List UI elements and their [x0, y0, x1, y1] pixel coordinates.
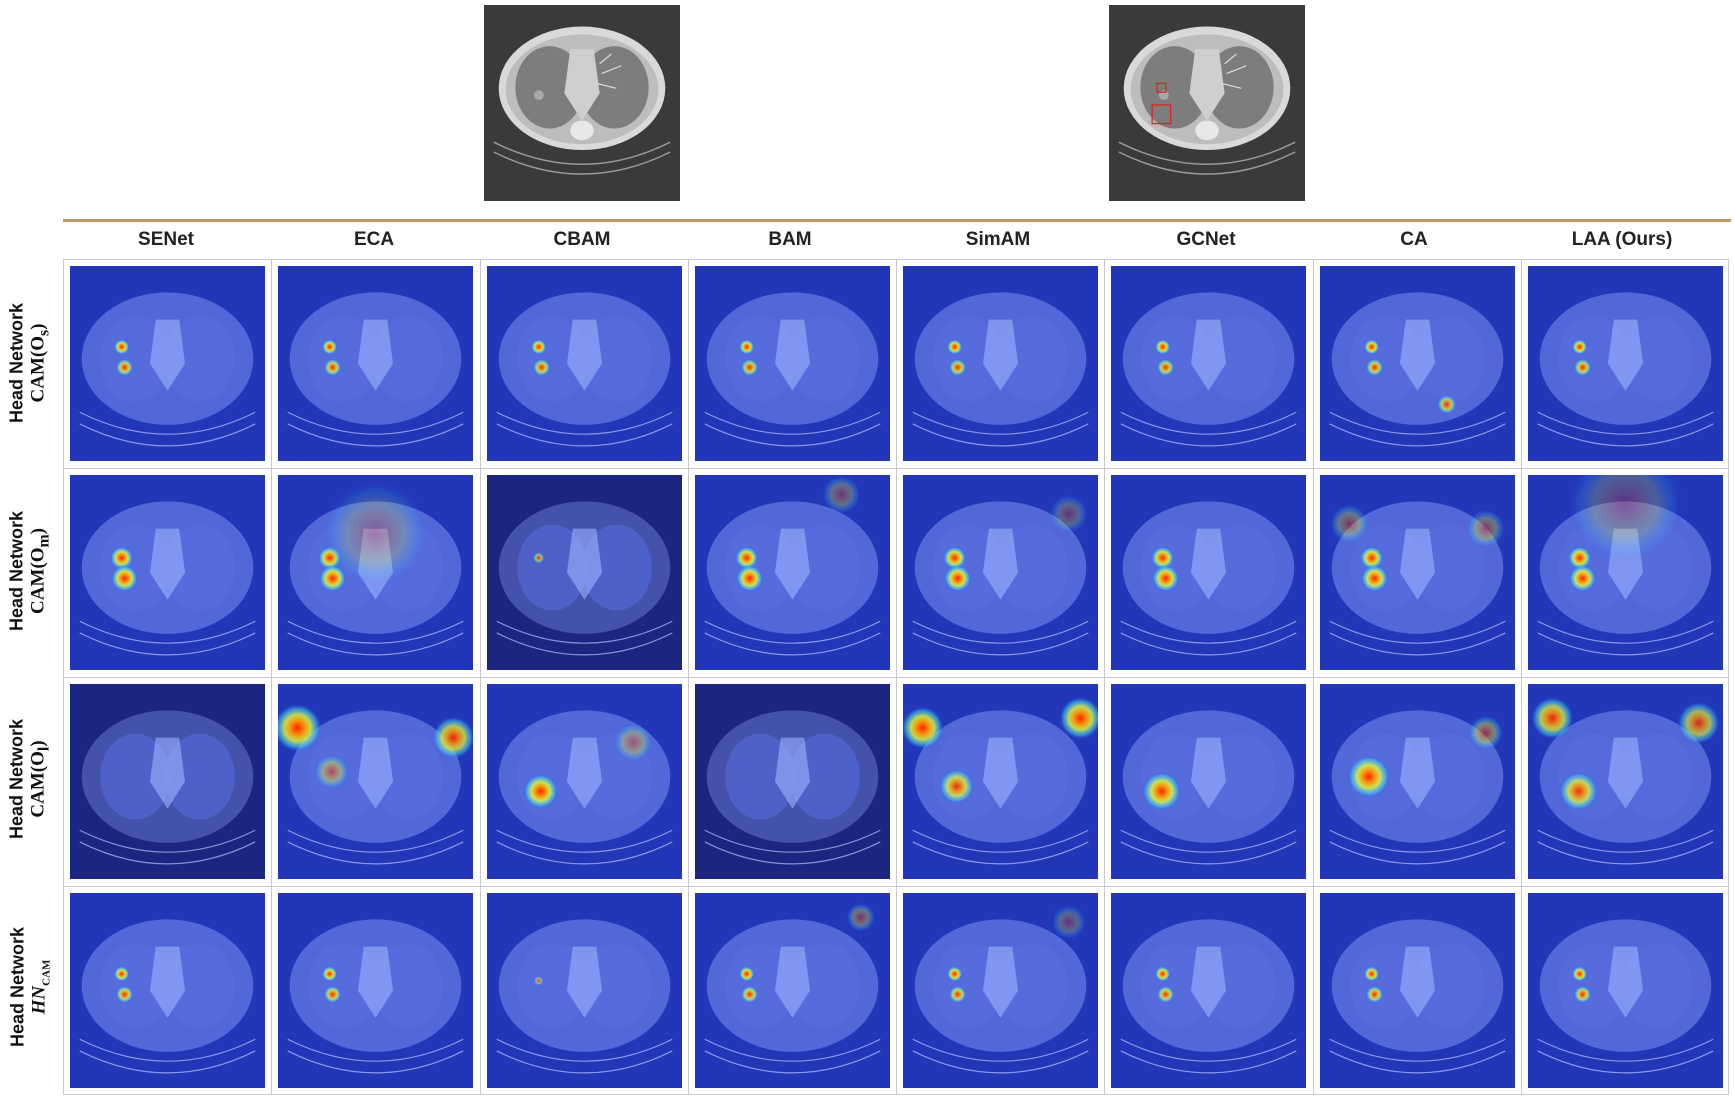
row-network-label: Head Network: [6, 302, 27, 424]
cam-heatmap-cell: [70, 684, 265, 879]
column-header-gcnet: GCNet: [1176, 229, 1236, 250]
row-label-hn-cam: Head Network HNCAM: [4, 883, 56, 1091]
cam-heatmap-cell: [903, 893, 1098, 1088]
row-map-label: CAM(Os): [27, 323, 53, 403]
input-ct-image: [484, 5, 680, 201]
column-header-bam: BAM: [768, 229, 812, 250]
section-divider: [63, 219, 1731, 222]
cam-heatmap-cell: [70, 475, 265, 670]
cam-heatmap-cell: [278, 266, 474, 461]
cam-heatmap-cell: [486, 893, 682, 1088]
cam-heatmap-cell: [486, 684, 682, 879]
cam-heatmap-cell: [1319, 893, 1515, 1088]
row-label-cam-os: Head Network CAM(Os): [4, 259, 56, 467]
cam-heatmap-cell: [1527, 475, 1723, 670]
cam-heatmap-cell: [903, 684, 1098, 879]
cam-heatmap-cell: [1111, 475, 1307, 670]
column-header-senet: SENet: [138, 229, 194, 250]
row-map-label: CAM(Ol): [27, 740, 53, 818]
cam-heatmap-cell: [278, 684, 474, 879]
row-label-cam-om: Head Network CAM(Om): [4, 467, 56, 675]
grid-row-separator: [63, 468, 1729, 469]
cam-heatmap-cell: [1527, 684, 1723, 879]
cam-heatmap-cell: [278, 475, 474, 670]
cam-heatmap-cell: [1319, 266, 1515, 461]
grid-row-separator: [63, 677, 1729, 678]
cam-heatmap-cell: [903, 266, 1098, 461]
cam-heatmap-cell: [1111, 684, 1307, 879]
lesion-box-large: [1151, 104, 1172, 125]
column-header-eca: ECA: [353, 229, 395, 250]
lesion-box-small: [1156, 82, 1167, 93]
row-network-label: Head Network: [6, 718, 27, 840]
row-map-label: CAM(Om): [27, 528, 53, 614]
row-map-label: HNCAM: [28, 959, 53, 1015]
cam-heatmap-cell: [486, 266, 682, 461]
cam-heatmap-cell: [70, 893, 265, 1088]
cam-heatmap-cell: [1319, 475, 1515, 670]
cam-heatmap-cell: [694, 475, 890, 670]
row-network-label: Head Network: [6, 510, 27, 632]
column-header-cbam: CBAM: [553, 229, 611, 250]
cam-heatmap-cell: [1111, 266, 1307, 461]
column-header-laa: LAA (Ours): [1571, 229, 1673, 250]
annotated-ct-image: [1109, 5, 1305, 201]
cam-heatmap-cell: [694, 266, 890, 461]
grid-row-separator: [63, 886, 1729, 887]
cam-heatmap-cell: [486, 475, 682, 670]
cam-heatmap-cell: [278, 893, 474, 1088]
cam-heatmap-cell: [1319, 684, 1515, 879]
cam-heatmap-cell: [694, 893, 890, 1088]
row-network-label: Head Network: [7, 926, 28, 1048]
cam-heatmap-cell: [1111, 893, 1307, 1088]
column-header-simam: SimAM: [965, 229, 1031, 250]
cam-heatmap-cell: [694, 684, 890, 879]
cam-heatmap-cell: [1527, 893, 1723, 1088]
cam-heatmap-cell: [903, 475, 1098, 670]
column-header-ca: CA: [1400, 229, 1428, 250]
cam-heatmap-cell: [1527, 266, 1723, 461]
row-label-cam-ol: Head Network CAM(Ol): [4, 675, 56, 883]
cam-heatmap-cell: [70, 266, 265, 461]
